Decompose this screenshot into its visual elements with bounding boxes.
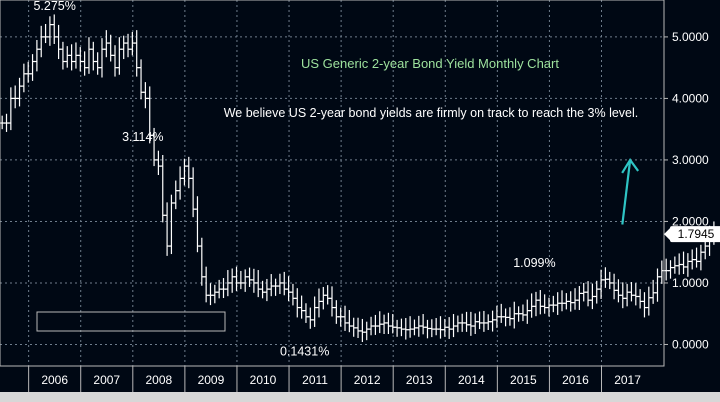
last-price-pointer [664, 228, 670, 241]
last-price-tag: 1.7945 [664, 226, 720, 243]
x-tick-label: 2011 [302, 373, 328, 387]
arrow-head [621, 157, 640, 174]
y-tick-label: 3.0000 [672, 153, 709, 167]
x-axis-bar: 2006 2007 2008 2009 2010 2011 2012 2013 2014 2015… [0, 366, 720, 402]
y-tick-label: 2.0000 [672, 214, 709, 228]
arrow-shaft [621, 159, 632, 225]
x-tick-label: 2007 [93, 373, 120, 387]
y-axis-tick-labels: 0.0000 1.0000 2.0000 3.0000 4.0000 5.0000 [664, 30, 709, 351]
last-price-label: 1.7945 [678, 227, 715, 241]
x-tick-label: 2010 [250, 373, 277, 387]
annotations: 5.275% 3.114% 0.1431% 1.099% [33, 0, 555, 359]
chart-subtitle: We believe US 2-year bond yields are fir… [224, 106, 639, 120]
x-tick-label: 2017 [614, 373, 641, 387]
y-tick-label: 5.0000 [672, 30, 709, 44]
watermark-box [36, 311, 226, 332]
x-tick-label: 2016 [562, 373, 589, 387]
footer-bar [0, 392, 720, 402]
annotation-high-2015: 1.099% [513, 256, 555, 270]
y-tick-label: 4.0000 [672, 91, 709, 105]
x-tick-label: 2009 [198, 373, 225, 387]
plot-border [0, 0, 665, 367]
x-tick-label: 2008 [145, 373, 172, 387]
up-arrow [621, 157, 640, 225]
x-tick-label: 2006 [41, 373, 68, 387]
x-tick-label: 2015 [510, 373, 537, 387]
x-tick-label: 2012 [354, 373, 381, 387]
annotation-peak-2006: 5.275% [33, 0, 75, 13]
y-tick-label: 1.0000 [672, 276, 709, 290]
y-tick-label: 0.0000 [672, 337, 709, 351]
last-price-box [670, 226, 720, 243]
price-candles [0, 14, 717, 343]
x-tick-label: 2013 [406, 373, 433, 387]
watermark-frame [36, 311, 226, 332]
x-axis-band [0, 367, 664, 391]
annotation-low-2011: 0.1431% [280, 345, 329, 359]
annotation-rebound-2008: 3.114% [122, 130, 163, 144]
x-tick-label: 2014 [458, 373, 485, 387]
grid-lines [0, 0, 664, 366]
chart-title: US Generic 2-year Bond Yield Monthly Cha… [301, 56, 559, 71]
